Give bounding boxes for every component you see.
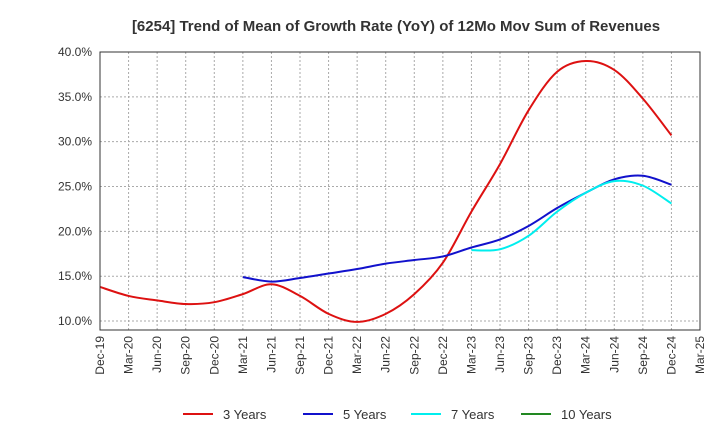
x-tick-label: Sep-20: [179, 336, 193, 375]
x-tick-label: Sep-23: [522, 336, 536, 375]
series-layer: [99, 59, 673, 323]
x-tick-label: Dec-19: [93, 336, 107, 375]
legend-label-10-years: 10 Years: [561, 407, 612, 422]
x-tick-label: Sep-21: [293, 336, 307, 375]
x-tick-label: Mar-20: [122, 336, 136, 374]
y-tick-label: 40.0%: [58, 45, 92, 59]
x-tick-label: Dec-21: [322, 336, 336, 375]
x-tick-label: Mar-22: [350, 336, 364, 374]
x-tick-label: Dec-22: [436, 336, 450, 375]
x-tick-label: Dec-23: [550, 336, 564, 375]
x-tick-label: Jun-23: [493, 336, 507, 373]
x-tick-label: Sep-24: [636, 336, 650, 375]
x-tick-label: Jun-21: [264, 336, 278, 373]
y-tick-label: 35.0%: [58, 90, 92, 104]
chart-title: [6254] Trend of Mean of Growth Rate (YoY…: [132, 18, 660, 35]
legend-label-5-years: 5 Years: [343, 407, 387, 422]
series-line-7-years: [471, 179, 672, 252]
x-tick-label: Mar-25: [693, 336, 707, 374]
x-tick-label: Dec-20: [207, 336, 221, 375]
legend-label-7-years: 7 Years: [451, 407, 495, 422]
y-tick-label: 30.0%: [58, 135, 92, 149]
plot-frame: [99, 51, 701, 331]
x-tick-label: Jun-22: [379, 336, 393, 373]
y-tick-label: 10.0%: [58, 314, 92, 328]
plot-area: [100, 52, 700, 330]
x-tick-label: Jun-20: [150, 336, 164, 373]
series-line-3-years: [99, 59, 673, 323]
y-tick-label: 15.0%: [58, 269, 92, 283]
legend-label-3-years: 3 Years: [223, 407, 267, 422]
x-tick-label: Sep-22: [407, 336, 421, 375]
legend: 3 Years 5 Years 7 Years 10 Years: [183, 407, 612, 422]
x-tick-label: Mar-24: [579, 336, 593, 374]
x-tick-label: Dec-24: [664, 336, 678, 375]
y-axis: 10.0% 15.0% 20.0% 25.0% 30.0% 35.0% 40.0%: [58, 45, 92, 328]
y-tick-label: 20.0%: [58, 224, 92, 238]
x-tick-label: Mar-21: [236, 336, 250, 374]
x-tick-label: Mar-23: [464, 336, 478, 374]
x-axis: Dec-19 Mar-20 Jun-20 Sep-20 Dec-20 Mar-21 Jun-…: [93, 336, 707, 375]
y-tick-label: 25.0%: [58, 180, 92, 194]
x-tick-label: Jun-24: [607, 336, 621, 373]
